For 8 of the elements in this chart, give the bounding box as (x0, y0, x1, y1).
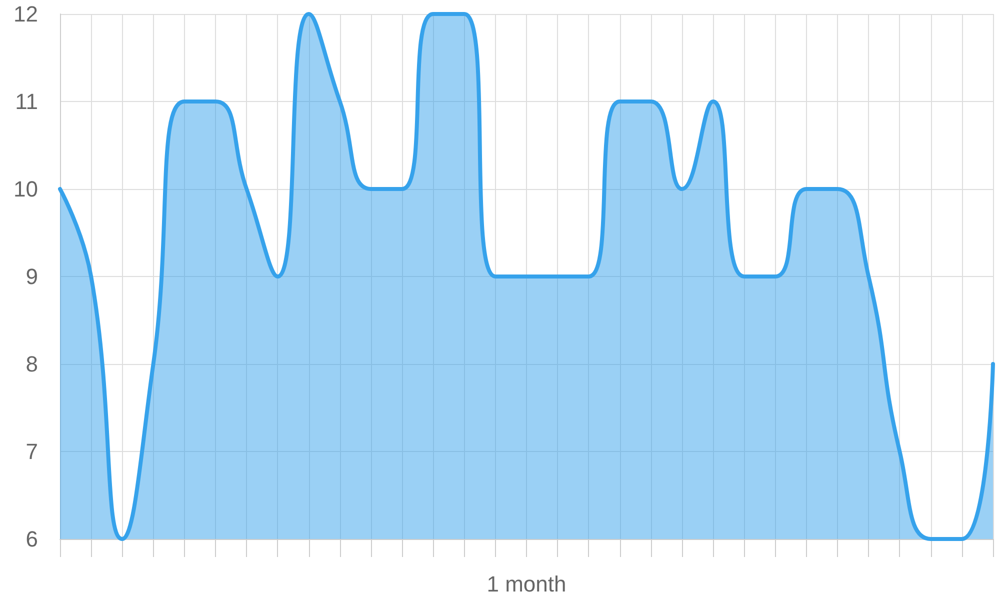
y-tick-label: 10 (14, 176, 38, 202)
y-tick-label: 7 (26, 439, 38, 464)
y-tick-label: 11 (15, 89, 38, 114)
y-tick-label: 9 (26, 264, 38, 289)
x-axis-title: 1 month (486, 572, 566, 596)
y-tick-label: 12 (14, 2, 38, 26)
y-tick-label: 8 (26, 352, 38, 376)
y-tick-label: 6 (26, 526, 38, 552)
